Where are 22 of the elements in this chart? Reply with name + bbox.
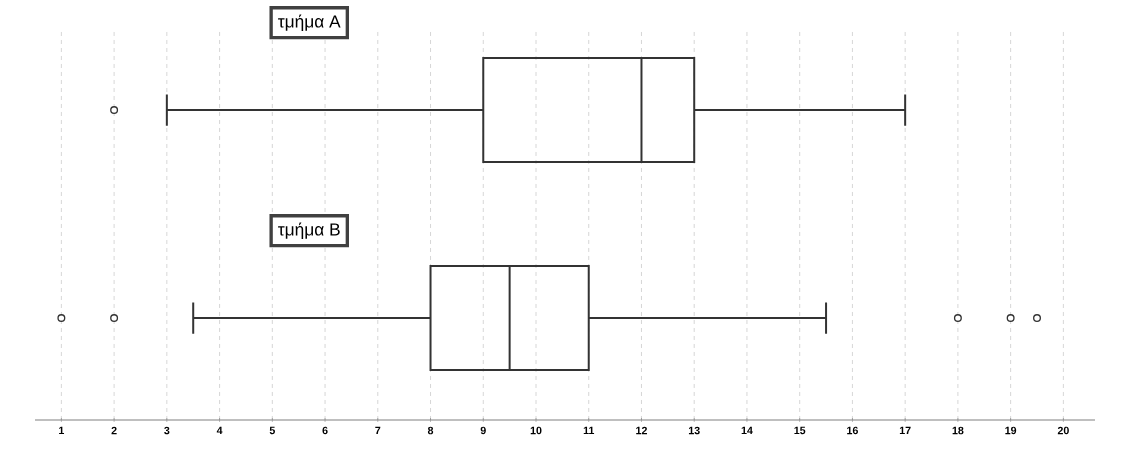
y-tick-label: τμήμα Β <box>278 222 340 240</box>
x-tick-label: 8 <box>427 426 434 435</box>
x-tick-label: 6 <box>322 426 328 435</box>
x-tick-label: 14 <box>741 426 753 435</box>
x-tick-label: 9 <box>480 426 486 435</box>
x-tick-label: 18 <box>952 426 964 435</box>
y-tick-label: τμήμα Α <box>278 14 341 32</box>
x-tick-label: 11 <box>583 426 595 435</box>
x-tick-label: 4 <box>216 426 223 435</box>
x-tick-label: 3 <box>164 426 170 435</box>
x-tick-label: 1 <box>59 426 65 435</box>
x-tick-label: 17 <box>899 426 911 435</box>
x-tick-label: 12 <box>636 426 647 435</box>
x-tick-label: 13 <box>688 426 700 435</box>
x-tick-label: 20 <box>1057 426 1069 435</box>
x-tick-label: 19 <box>1005 426 1017 435</box>
x-tick-label: 10 <box>530 426 542 435</box>
x-tick-label: 16 <box>847 426 858 435</box>
x-tick-label: 15 <box>794 426 806 435</box>
x-tick-label: 2 <box>111 426 117 435</box>
x-tick-label: 7 <box>375 426 381 435</box>
x-tick-label: 5 <box>269 426 275 435</box>
